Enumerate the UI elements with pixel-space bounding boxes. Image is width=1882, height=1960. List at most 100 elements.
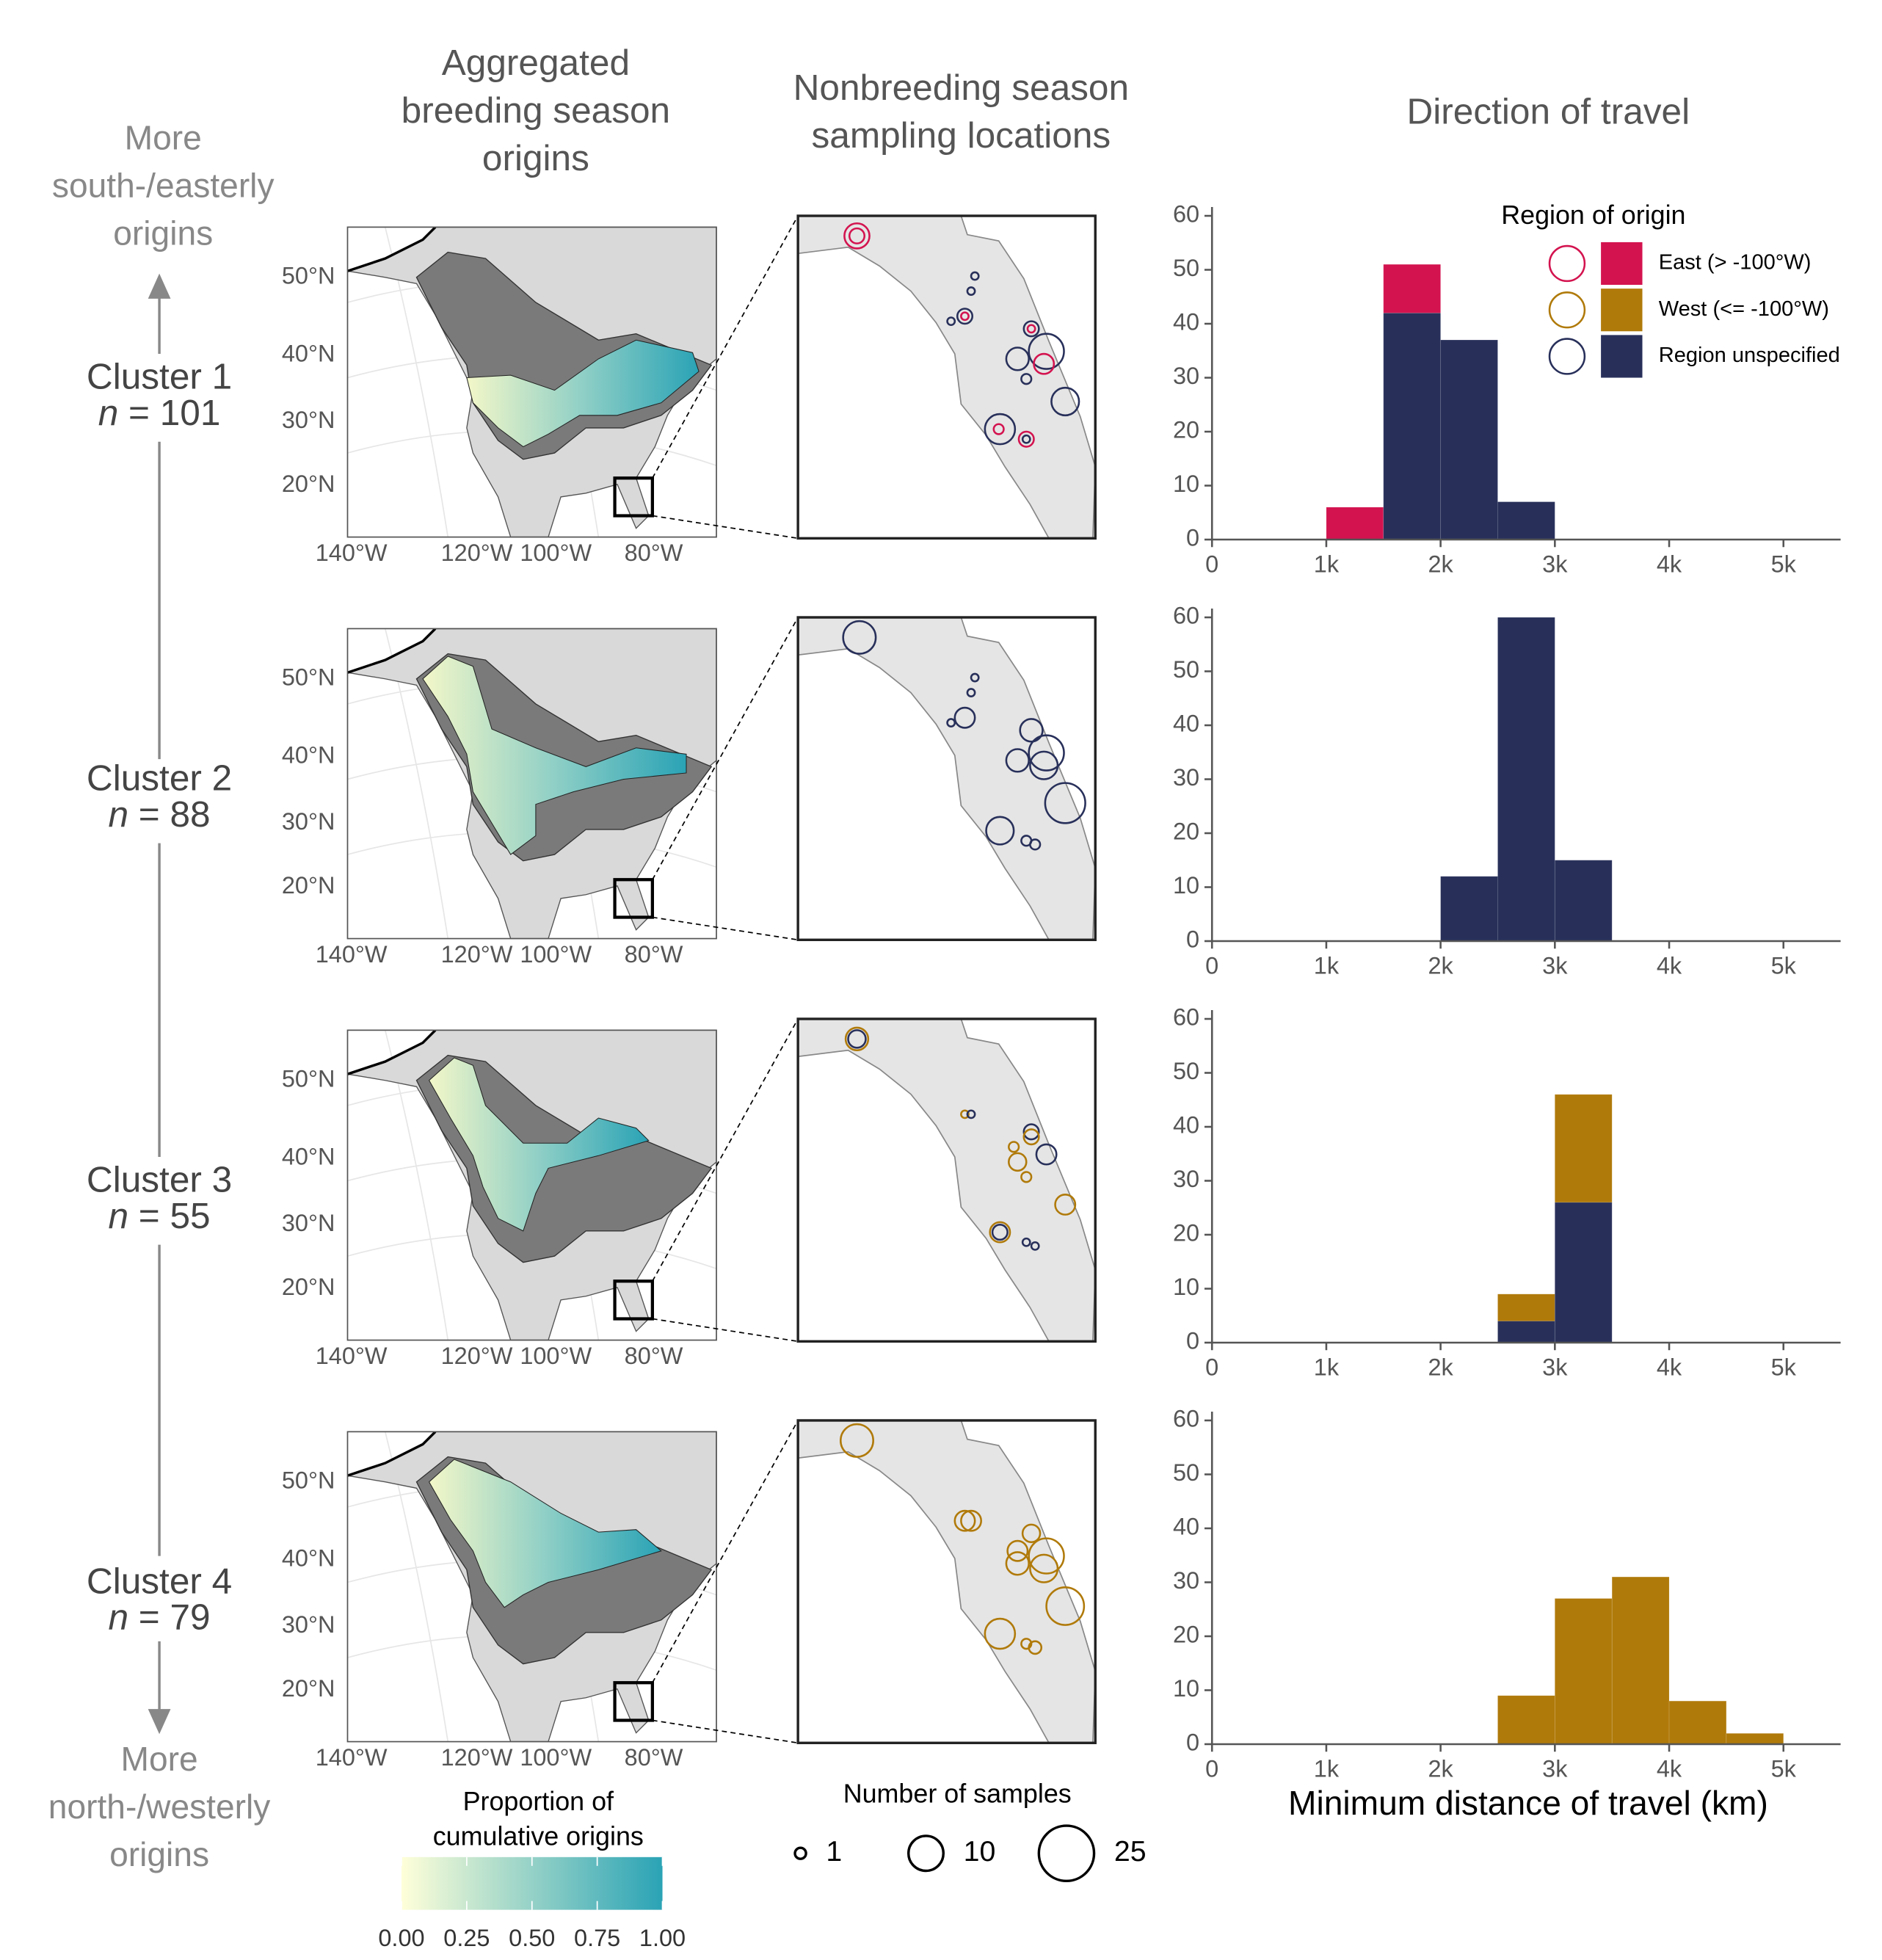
florida — [798, 1018, 1096, 1342]
map-lon-label: 140°W — [316, 941, 388, 968]
histogram-bar — [1497, 1293, 1555, 1322]
x-tick-label: 2k — [1428, 1354, 1453, 1380]
origin-density — [428, 1057, 650, 1232]
size-legend-circle — [1037, 1824, 1096, 1883]
x-tick-label: 1k — [1314, 551, 1340, 577]
coastline — [347, 1030, 437, 1075]
sample-site — [1029, 1553, 1059, 1583]
y-tick-label: 60 — [1173, 201, 1199, 228]
x-tick-label: 1k — [1314, 952, 1340, 979]
map-lat-label: 50°N — [282, 262, 335, 288]
direction-note: origins — [109, 1835, 209, 1873]
n-value: = 88 — [139, 794, 211, 835]
connector — [652, 1318, 799, 1343]
sample-site — [1045, 1586, 1086, 1626]
sample-site — [985, 816, 1015, 846]
sample-site — [1019, 718, 1044, 743]
histogram-bar — [1440, 339, 1498, 540]
size-legend-label: 1 — [826, 1835, 842, 1868]
connector — [652, 916, 799, 941]
n-value: = 79 — [139, 1597, 211, 1638]
n-value: = 55 — [139, 1195, 211, 1236]
arrow-head — [148, 1709, 171, 1735]
size-legend-circle — [907, 1834, 945, 1873]
sample-site — [1035, 1143, 1058, 1166]
sample-site — [1005, 1551, 1030, 1576]
direction-note: north-/westerly — [48, 1787, 271, 1826]
direction-note: south-/easterly — [52, 167, 275, 205]
x-tick-label: 1k — [1314, 1354, 1340, 1380]
y-tick-label: 60 — [1173, 1004, 1199, 1031]
origin-density — [422, 656, 687, 855]
sample-site — [966, 688, 976, 697]
column-header: breeding season — [402, 90, 671, 131]
sample-site — [966, 1109, 976, 1119]
colorbar-tick-label: 0.25 — [443, 1925, 490, 1951]
inset-map — [796, 214, 1097, 540]
sample-site — [970, 271, 980, 281]
map-lon-label: 80°W — [625, 540, 683, 566]
origin-density — [466, 339, 700, 448]
sample-site — [1029, 750, 1059, 780]
inset-box — [613, 1280, 654, 1321]
x-tick-label: 3k — [1542, 551, 1568, 577]
colorbar-tick-label: 0.00 — [378, 1925, 424, 1951]
legend-circle — [1548, 244, 1586, 283]
colorbar-tick-label: 1.00 — [639, 1925, 686, 1951]
sample-site — [1020, 1171, 1033, 1183]
map-lon-label: 120°W — [441, 941, 513, 968]
map-content — [347, 628, 717, 939]
histogram-bar — [1668, 1700, 1727, 1745]
map-lon-label: 100°W — [520, 540, 592, 566]
y-tick-label: 40 — [1173, 309, 1199, 335]
direction-note: More — [125, 119, 202, 157]
y-tick-label: 20 — [1173, 1622, 1199, 1648]
n-symbol: n — [109, 1597, 129, 1638]
sample-site — [992, 423, 1005, 435]
map-content — [347, 1030, 717, 1340]
inset-frame — [796, 1419, 1097, 1744]
size-legend-title: Number of samples — [843, 1779, 1072, 1809]
map-lon-label: 100°W — [520, 941, 592, 968]
sample-site — [989, 1221, 1011, 1244]
sample-site — [847, 1029, 867, 1049]
x-tick-label: 5k — [1771, 952, 1797, 979]
map-lat-label: 20°N — [282, 1274, 335, 1300]
y-tick-label: 10 — [1173, 1274, 1199, 1300]
histogram-bar — [1497, 1321, 1555, 1343]
column-header: Nonbreeding season — [793, 67, 1129, 108]
sample-site — [843, 222, 871, 250]
coastline — [347, 227, 437, 272]
map-content — [347, 227, 717, 537]
x-tick-label: 2k — [1428, 551, 1453, 577]
legend-label: West (<= -100°W) — [1659, 297, 1829, 321]
coastline — [347, 628, 437, 674]
map-lon-label: 140°W — [316, 540, 388, 566]
colorbar-title: cumulative origins — [433, 1822, 644, 1851]
origin-density — [428, 1459, 662, 1608]
sample-site — [1006, 1539, 1029, 1562]
colorbar-tick-label: 0.50 — [509, 1925, 555, 1951]
map-lat-label: 30°N — [282, 1210, 335, 1236]
sample-site — [953, 706, 976, 729]
sample-site — [946, 316, 956, 327]
map: 50°N 40°N 30°N 20°N 140°W 120°W 100°W 80°W — [282, 1029, 717, 1369]
histogram-bar — [1383, 264, 1442, 313]
direction-note: origins — [113, 214, 213, 253]
x-tick-label: 0 — [1205, 1755, 1218, 1782]
map-lon-label: 100°W — [520, 1343, 592, 1369]
y-tick-label: 10 — [1173, 1675, 1199, 1702]
histogram-bar — [1611, 1576, 1670, 1745]
map-frame — [346, 1029, 717, 1341]
sample-site — [842, 620, 877, 655]
map-lon-label: 80°W — [625, 1343, 683, 1369]
inset-content — [798, 1018, 1096, 1342]
column-header: sampling locations — [811, 115, 1111, 156]
sample-site — [1030, 1241, 1040, 1251]
sample-site — [1044, 782, 1086, 824]
x-axis-label: Minimum distance of travel (km) — [1288, 1784, 1768, 1822]
size-legend-label: 10 — [964, 1835, 996, 1868]
map-lon-label: 120°W — [441, 540, 513, 566]
map-lon-label: 140°W — [316, 1744, 388, 1771]
